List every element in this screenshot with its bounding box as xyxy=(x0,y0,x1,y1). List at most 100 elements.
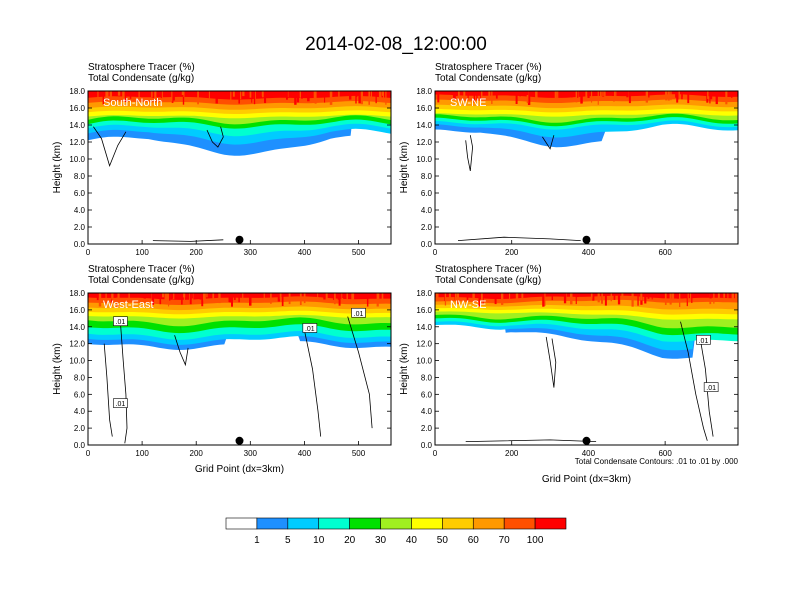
panel-1: South-North Stratosphere Tracer (%)Total … xyxy=(52,62,392,257)
tracer-streak xyxy=(238,91,240,104)
tracer-streak xyxy=(448,293,451,299)
y-tick-label: 12.0 xyxy=(69,138,85,147)
tracer-streak xyxy=(124,91,127,102)
tracer-streak xyxy=(570,293,573,305)
tracer-streak xyxy=(480,91,482,100)
tracer-streak xyxy=(218,293,221,304)
tracer-streak xyxy=(151,293,155,305)
tracer-streak xyxy=(277,293,280,302)
panel-header-line: Total Condensate (g/kg) xyxy=(88,275,194,286)
x-tick-label: 0 xyxy=(86,248,91,257)
tracer-streak xyxy=(263,293,265,299)
condensate-contour xyxy=(93,126,127,168)
tracer-streak xyxy=(380,91,383,96)
tracer-streak xyxy=(291,91,293,97)
tracer-streak xyxy=(542,293,545,307)
colorbar-label: 20 xyxy=(344,535,356,546)
tracer-streak xyxy=(473,91,476,103)
y-tick-label: 0.0 xyxy=(74,240,86,249)
panel-header-line: Stratosphere Tracer (%) xyxy=(435,62,542,73)
condensate-contour xyxy=(465,439,597,442)
y-tick-label: 4.0 xyxy=(421,206,433,215)
y-axis-label: Height (km) xyxy=(399,343,410,395)
tracer-streak xyxy=(307,91,310,102)
tracer-streak xyxy=(481,91,483,100)
x-axis-label: Grid Point (dx=3km) xyxy=(542,474,631,485)
tracer-streak xyxy=(228,293,230,303)
tracer-streak xyxy=(554,91,557,103)
figure-title: 2014-02-08_12:00:00 xyxy=(305,34,487,55)
y-tick-label: 6.0 xyxy=(74,189,86,198)
tracer-streak xyxy=(644,293,647,304)
tracer-streak xyxy=(281,293,284,306)
tracer-streak xyxy=(690,293,692,301)
tracer-streak xyxy=(203,293,206,304)
tracer-streak xyxy=(613,293,616,300)
tracer-streak xyxy=(571,91,573,98)
contour-label-box xyxy=(302,323,318,333)
location-marker xyxy=(235,235,244,244)
condensate-contour xyxy=(206,126,224,148)
tracer-streak xyxy=(488,91,491,98)
tracer-streak xyxy=(301,91,303,99)
tracer-streak xyxy=(105,293,107,307)
tracer-streak xyxy=(727,293,729,302)
y-tick-label: 0.0 xyxy=(421,441,433,450)
tracer-streak xyxy=(172,91,175,101)
tracer-streak xyxy=(637,293,639,306)
y-tick-label: 16.0 xyxy=(416,306,432,315)
tracer-streak xyxy=(249,293,252,306)
tracer-streak xyxy=(286,91,288,100)
tracer-streak xyxy=(242,293,244,300)
panel-header-line: Stratosphere Tracer (%) xyxy=(88,264,195,275)
y-tick-label: 6.0 xyxy=(421,390,433,399)
tracer-streak xyxy=(587,91,590,98)
y-tick-label: 4.0 xyxy=(421,407,433,416)
panel-header-line: Stratosphere Tracer (%) xyxy=(88,62,195,73)
contour-label: .01 xyxy=(116,401,126,408)
y-tick-label: 12.0 xyxy=(69,340,85,349)
plot-frame xyxy=(87,292,392,446)
tracer-streak xyxy=(238,293,240,303)
tracer-streak xyxy=(481,293,483,304)
tracer-streak xyxy=(691,293,693,303)
tracer-streak xyxy=(296,91,300,103)
tracer-streak xyxy=(452,91,455,96)
tracer-streak xyxy=(575,293,577,305)
colorbar-swatch xyxy=(318,517,350,530)
tracer-streak xyxy=(212,293,215,299)
colorbar: 1 5 10 20 30 40 50 60 70 100 xyxy=(225,517,567,546)
colorbar-swatch xyxy=(287,517,320,530)
colorbar-swatch xyxy=(442,517,474,530)
tracer-streak xyxy=(651,293,653,300)
y-tick-label: 8.0 xyxy=(421,373,433,382)
tracer-streak xyxy=(166,293,170,301)
tracer-streak xyxy=(480,293,482,299)
contour-label: .01 xyxy=(699,338,709,345)
y-tick-label: 16.0 xyxy=(69,306,85,315)
condensate-contour xyxy=(347,316,373,429)
condensate-contour xyxy=(152,239,224,242)
tracer-streak xyxy=(463,91,466,101)
tracer-streak xyxy=(97,91,99,100)
y-tick-label: 12.0 xyxy=(416,138,432,147)
tracer-streak xyxy=(358,91,361,104)
tracer-streak xyxy=(378,91,380,97)
tracer-streak xyxy=(547,91,550,96)
tracer-streak xyxy=(172,293,175,300)
tracer-streak xyxy=(575,91,578,103)
tracer-streak xyxy=(356,91,358,97)
tracer-streak xyxy=(458,91,460,102)
tracer-streak xyxy=(631,293,634,307)
tracer-streak xyxy=(106,91,109,97)
y-tick-label: 18.0 xyxy=(69,87,85,96)
x-tick-label: 200 xyxy=(190,449,204,458)
tracer-streak xyxy=(351,293,354,302)
tracer-streak xyxy=(557,91,559,103)
tracer-streak xyxy=(338,293,341,306)
tracer-streak xyxy=(338,91,340,97)
tracer-streak xyxy=(467,91,469,99)
tracer-streak xyxy=(122,91,125,101)
tracer-streak xyxy=(233,293,236,300)
tracer-streak xyxy=(159,293,162,305)
